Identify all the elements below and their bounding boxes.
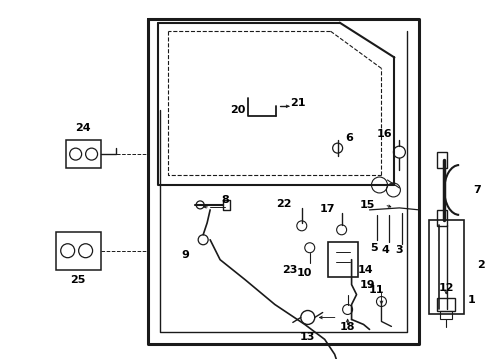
- Text: 6: 6: [345, 133, 353, 143]
- Text: 3: 3: [395, 245, 403, 255]
- Text: 16: 16: [377, 129, 392, 139]
- Text: 21: 21: [290, 98, 306, 108]
- Text: 12: 12: [439, 283, 454, 293]
- Text: 17: 17: [320, 204, 336, 214]
- Text: 8: 8: [221, 195, 229, 205]
- Text: 25: 25: [70, 275, 85, 285]
- Bar: [437, 298, 455, 311]
- Text: 14: 14: [358, 265, 373, 275]
- Text: 10: 10: [297, 267, 313, 278]
- Text: 19: 19: [360, 280, 375, 289]
- Text: 4: 4: [382, 245, 390, 255]
- Text: 20: 20: [230, 105, 245, 115]
- Bar: [437, 210, 447, 226]
- Bar: [437, 152, 447, 168]
- Text: 2: 2: [477, 260, 485, 270]
- Text: 24: 24: [75, 123, 91, 133]
- Text: 15: 15: [360, 200, 375, 210]
- Text: 18: 18: [340, 323, 355, 332]
- Text: 5: 5: [369, 243, 377, 253]
- Bar: [66, 140, 100, 168]
- Bar: [440, 311, 452, 319]
- Text: 1: 1: [467, 294, 475, 305]
- Text: 22: 22: [276, 199, 292, 209]
- Text: 11: 11: [369, 284, 384, 294]
- Bar: [429, 220, 464, 315]
- Bar: [56, 232, 100, 270]
- Text: 9: 9: [181, 250, 189, 260]
- Text: 13: 13: [300, 332, 316, 342]
- Text: 7: 7: [473, 185, 481, 195]
- Bar: [328, 242, 358, 276]
- Text: 23: 23: [282, 265, 297, 275]
